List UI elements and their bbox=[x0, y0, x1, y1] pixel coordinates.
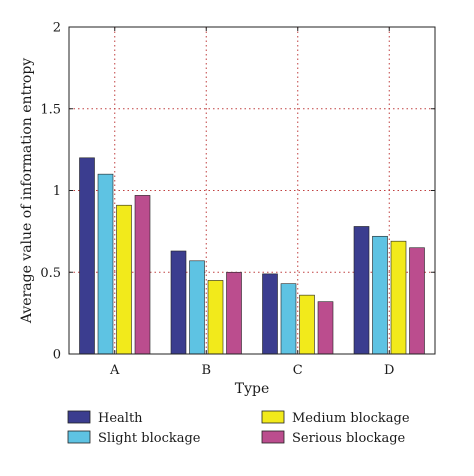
bar-c-health bbox=[262, 273, 278, 355]
legend-swatch-serious-blockage bbox=[261, 430, 285, 444]
bar-c-medium-blockage bbox=[299, 294, 315, 355]
legend-swatch-medium-blockage bbox=[261, 410, 285, 424]
x-tick-label: B bbox=[201, 363, 211, 378]
legend-label: Serious blockage bbox=[292, 431, 406, 446]
legend-swatch-slight-blockage bbox=[67, 430, 91, 444]
bars-group bbox=[79, 157, 425, 355]
y-tick-label: 1 bbox=[53, 184, 61, 199]
bar-a-health bbox=[79, 157, 95, 355]
bar-a-serious-blockage bbox=[134, 195, 151, 355]
bar-b-slight-blockage bbox=[189, 260, 205, 355]
bar-b-serious-blockage bbox=[226, 271, 242, 355]
bar-b-medium-blockage bbox=[207, 280, 224, 355]
y-tick-label: 1.5 bbox=[40, 102, 61, 117]
legend-label: Slight blockage bbox=[98, 431, 201, 446]
bar-b-health bbox=[170, 250, 187, 355]
bar-d-medium-blockage bbox=[390, 240, 407, 355]
bar-a-medium-blockage bbox=[116, 204, 132, 355]
y-tick-label: 0.5 bbox=[40, 266, 61, 281]
x-tick-label: D bbox=[384, 363, 394, 378]
x-axis-title: Type bbox=[235, 381, 270, 397]
legend-label: Health bbox=[98, 411, 143, 426]
grid-lines bbox=[69, 27, 435, 354]
bar-a-slight-blockage bbox=[97, 173, 114, 355]
bar-d-slight-blockage bbox=[372, 235, 388, 355]
legend: Health Medium blockage Slight blockage Seri… bbox=[67, 410, 410, 446]
x-tick-label: C bbox=[293, 363, 303, 378]
bar-d-health bbox=[353, 226, 370, 355]
bar-c-serious-blockage bbox=[317, 301, 334, 355]
bar-c-slight-blockage bbox=[280, 283, 297, 355]
x-axis-ticks: A B C D bbox=[109, 27, 394, 378]
bar-d-serious-blockage bbox=[409, 247, 425, 355]
legend-label: Medium blockage bbox=[292, 411, 410, 426]
y-axis-title: Average value of information entropy bbox=[19, 58, 35, 324]
x-tick-label: A bbox=[109, 363, 120, 378]
y-tick-label: 2 bbox=[53, 21, 61, 36]
y-axis-ticks: 0 0.5 1 1.5 2 bbox=[40, 21, 435, 363]
legend-swatch-health bbox=[67, 410, 91, 424]
y-tick-label: 0 bbox=[53, 348, 61, 363]
